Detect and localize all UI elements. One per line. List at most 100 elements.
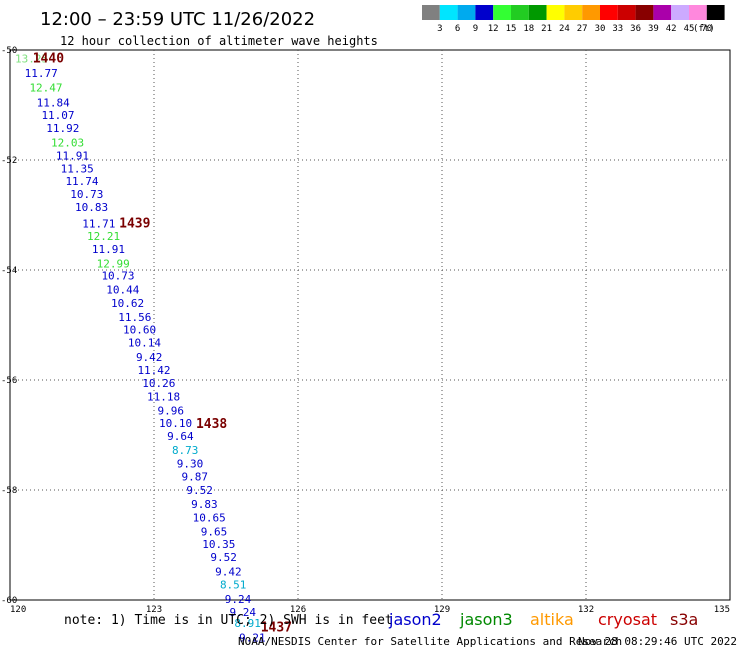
color-scale-label: 45 (684, 24, 695, 34)
pass-time-label: 1440 (33, 51, 64, 66)
color-scale-label: 70 (701, 24, 712, 34)
wave-height-value: 9.42 (215, 565, 242, 578)
wave-height-value: 10.62 (111, 297, 144, 310)
wave-height-value: 10.26 (142, 377, 175, 390)
wave-height-value: 8.91 (234, 617, 261, 630)
footer-credit: NOAA/NESDIS Center for Satellite Applica… (238, 635, 622, 648)
wave-height-value: 11.92 (46, 122, 79, 135)
wave-height-value: 11.56 (118, 311, 151, 324)
x-tick-label: 129 (434, 605, 450, 615)
x-tick-label: 123 (146, 605, 162, 615)
pass-time-label: 1438 (196, 417, 227, 432)
color-scale-swatch (511, 5, 529, 20)
color-scale-label: 27 (577, 24, 588, 34)
wave-height-value: 11.42 (137, 364, 170, 377)
wave-height-value: 11.84 (37, 96, 70, 109)
color-scale-swatch (600, 5, 618, 20)
color-scale-swatch (706, 5, 725, 20)
color-scale-label: 9 (473, 24, 478, 34)
y-tick-label: -52 (1, 156, 17, 166)
wave-height-value: 9.52 (186, 484, 213, 497)
wave-height-value: 9.42 (136, 351, 163, 364)
color-scale-label: (ft) (693, 24, 715, 34)
wave-height-value: 10.73 (70, 188, 103, 201)
color-scale-label: 24 (559, 24, 570, 34)
x-tick-label: 126 (290, 605, 306, 615)
color-scale-swatch (475, 5, 494, 20)
wave-height-value: 9.87 (182, 470, 209, 483)
footer-note: note: 1) Time is in UTC; 2) SWH is in fe… (64, 613, 393, 628)
wave-height-value: 10.73 (101, 270, 134, 283)
wave-height-value: 9.96 (158, 404, 185, 417)
wave-height-value: 11.18 (147, 391, 180, 404)
wave-height-value: 12.47 (29, 81, 62, 94)
chart-subtitle: 12 hour collection of altimeter wave hei… (60, 34, 378, 48)
wave-height-value: 10.10 (159, 417, 192, 430)
y-tick-label: -58 (1, 486, 17, 496)
wave-height-value: 12.03 (51, 136, 84, 149)
wave-height-value: 11.07 (41, 109, 74, 122)
wave-height-value: 8.51 (220, 579, 247, 592)
color-scale-label: 15 (506, 24, 517, 34)
x-tick-label: 135 (714, 605, 730, 615)
x-axis-ticks: 120 123 126 129 132 135 (10, 605, 730, 615)
wave-height-value: 10.65 (193, 512, 226, 525)
wave-height-value: 10.35 (202, 538, 235, 551)
color-scale-swatch (671, 5, 689, 20)
color-scale-label: 42 (666, 24, 677, 34)
color-scale-swatch (653, 5, 672, 20)
color-scale-label: 21 (541, 24, 552, 34)
wave-height-value: 9.24 (230, 606, 257, 619)
color-scale-swatch (689, 5, 707, 20)
color-scale-label: 6 (455, 24, 460, 34)
color-scale-swatch (564, 5, 583, 20)
chart-title: 12:00 – 23:59 UTC 11/26/2022 (40, 9, 315, 30)
color-scale-label: 39 (648, 24, 659, 34)
y-tick-label: -50 (1, 46, 17, 56)
wave-height-value: 10.60 (123, 323, 156, 336)
plot-frame (9, 49, 731, 601)
wave-height-value: 10.14 (128, 337, 161, 350)
satellite-legend-item: altika (530, 610, 574, 629)
satellite-legend-item: jason3 (459, 610, 513, 629)
wave-height-value: 9.65 (201, 525, 228, 538)
color-scale-label: 36 (630, 24, 641, 34)
wave-height-value: 11.71 (82, 217, 115, 230)
color-scale-legend: 3 6 9 12 15 18 21 24 27 30 33 36 39 42 45 70(ft) (422, 5, 725, 34)
footer-timestamp: Nov 28 08:29:46 UTC 2022 (578, 635, 737, 648)
y-tick-label: -60 (1, 596, 17, 606)
wave-height-value: 9.64 (167, 430, 194, 443)
color-scale-swatch (528, 5, 547, 20)
wave-height-value: 10.44 (106, 283, 139, 296)
x-tick-label: 132 (578, 605, 594, 615)
wave-height-points: 13.2511.7712.4711.8411.0711.9212.0311.91… (15, 52, 266, 644)
pass-time-label: 1437 (261, 621, 292, 636)
wave-height-value: 11.77 (25, 67, 58, 80)
color-scale-swatch (635, 5, 654, 20)
y-tick-label: -54 (1, 266, 17, 276)
color-scale-label: 30 (595, 24, 606, 34)
color-scale-swatch (439, 5, 458, 20)
wave-height-value: 8.73 (172, 444, 199, 457)
color-scale-swatch (546, 5, 565, 20)
color-scale-label: 12 (488, 24, 499, 34)
wave-height-value: 9.30 (177, 458, 204, 471)
color-scale-label: 18 (523, 24, 534, 34)
color-scale-label: 3 (437, 24, 442, 34)
pass-time-labels: 1440 1439 1438 1437 (33, 51, 292, 635)
satellite-legend-item: jason2 (388, 610, 442, 629)
y-axis-ticks: -50 -52 -54 -56 -58 -60 (1, 46, 17, 606)
color-scale-swatch (617, 5, 636, 20)
wave-height-value: 12.99 (97, 257, 130, 270)
color-scale-label: 33 (612, 24, 623, 34)
wave-height-value: 11.91 (92, 243, 125, 256)
wave-height-value: 13.25 (15, 52, 48, 65)
wave-height-value: 10.83 (75, 201, 108, 214)
x-tick-label: 120 (10, 605, 26, 615)
plot-grid (10, 50, 730, 600)
wave-height-value: 11.91 (56, 150, 89, 163)
wave-height-value: 12.21 (87, 230, 120, 243)
satellite-legend-item: cryosat (598, 610, 657, 629)
wave-height-value: 9.52 (210, 551, 237, 564)
